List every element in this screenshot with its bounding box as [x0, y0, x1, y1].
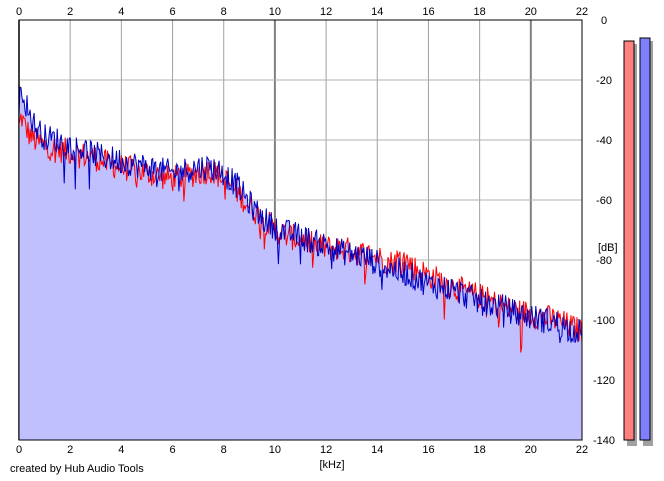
- x-tick-label-top: 12: [320, 6, 332, 18]
- x-tick-label-top: 6: [169, 6, 175, 18]
- x-tick-label-bottom: 10: [269, 444, 281, 456]
- y-tick-label: -60: [596, 195, 612, 207]
- x-tick-label-top: 20: [525, 6, 537, 18]
- x-tick-label-bottom: 14: [371, 444, 383, 456]
- x-tick-label-bottom: 20: [525, 444, 537, 456]
- level-meter-bar: [639, 37, 651, 441]
- credit-text: created by Hub Audio Tools: [10, 463, 144, 475]
- x-tick-label-bottom: 18: [474, 444, 486, 456]
- y-tick-label: 0: [601, 15, 607, 27]
- level-meter-bar: [623, 40, 635, 441]
- x-tick-label-bottom: 8: [221, 444, 227, 456]
- x-tick-label-bottom: 12: [320, 444, 332, 456]
- x-tick-label-top: 8: [221, 6, 227, 18]
- x-tick-label-bottom: 2: [67, 444, 73, 456]
- y-tick-label: -140: [593, 435, 615, 447]
- x-tick-label-bottom: 0: [16, 444, 22, 456]
- x-tick-label-top: 10: [269, 6, 281, 18]
- spectrum-line-0: [18, 113, 583, 353]
- spectrum-series: [18, 86, 583, 353]
- level-meters: [623, 37, 653, 446]
- y-tick-label: -20: [596, 75, 612, 87]
- spectrum-line-1: [18, 86, 583, 343]
- y-tick-label: -40: [596, 135, 612, 147]
- x-tick-label-bottom: 22: [576, 444, 588, 456]
- x-tick-label-bottom: 6: [169, 444, 175, 456]
- x-tick-label-top: 0: [16, 6, 22, 18]
- x-tick-label-bottom: 16: [422, 444, 434, 456]
- y-axis-label: [dB]: [598, 242, 618, 254]
- x-tick-label-top: 16: [422, 6, 434, 18]
- y-tick-label: -100: [593, 315, 615, 327]
- x-axis-top-ticks: 0 2 4 6 8 10 12 14 16 18 20 22: [16, 6, 588, 18]
- x-axis-bottom-ticks: 0 2 4 6 8 10 12 14 16 18 20 22: [16, 444, 588, 456]
- y-axis-ticks: 0 -20 -40 -60 -80 -100 -120 -140: [593, 15, 615, 447]
- y-tick-label: -80: [596, 255, 612, 267]
- x-tick-label-bottom: 4: [118, 444, 124, 456]
- x-axis-label: [kHz]: [319, 459, 344, 471]
- plot-frame: [18, 19, 583, 441]
- x-tick-label-top: 14: [371, 6, 383, 18]
- x-tick-label-top: 2: [67, 6, 73, 18]
- x-tick-label-top: 4: [118, 6, 124, 18]
- x-tick-label-top: 22: [576, 6, 588, 18]
- y-tick-label: -120: [593, 375, 615, 387]
- x-tick-label-top: 18: [474, 6, 486, 18]
